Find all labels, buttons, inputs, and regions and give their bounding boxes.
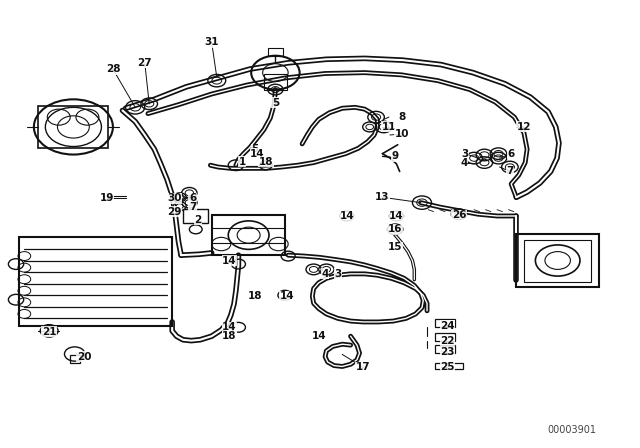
- Text: 14: 14: [339, 211, 354, 221]
- Text: 5: 5: [252, 144, 259, 154]
- Text: 6: 6: [189, 193, 196, 203]
- Text: 13: 13: [375, 192, 390, 202]
- Text: 3: 3: [334, 269, 342, 279]
- Text: 26: 26: [452, 210, 466, 220]
- Text: 6: 6: [508, 149, 515, 159]
- Text: 28: 28: [106, 64, 120, 74]
- Text: 19: 19: [99, 193, 114, 203]
- Text: 7: 7: [506, 167, 513, 177]
- Text: 18: 18: [248, 291, 262, 301]
- Text: 17: 17: [356, 362, 371, 372]
- Text: 14: 14: [389, 211, 404, 221]
- Text: 8: 8: [398, 112, 405, 122]
- Text: 22: 22: [440, 336, 454, 346]
- Bar: [70, 355, 81, 363]
- Bar: [516, 234, 599, 287]
- Bar: [38, 106, 108, 148]
- Text: 18: 18: [259, 157, 273, 167]
- Text: 15: 15: [388, 242, 403, 252]
- Text: 14: 14: [222, 255, 237, 266]
- Text: 25: 25: [440, 362, 454, 372]
- Text: 29: 29: [168, 207, 182, 216]
- Bar: [19, 237, 172, 327]
- Bar: [212, 215, 285, 255]
- Text: 21: 21: [42, 327, 56, 337]
- Text: 30: 30: [168, 193, 182, 203]
- Text: 16: 16: [388, 224, 403, 234]
- Text: 1: 1: [239, 157, 246, 167]
- Bar: [183, 209, 209, 223]
- Text: 31: 31: [204, 37, 219, 47]
- Text: 23: 23: [440, 347, 454, 357]
- Text: 7: 7: [189, 202, 196, 212]
- Text: 4: 4: [460, 158, 468, 168]
- Bar: [264, 73, 287, 90]
- Text: 18: 18: [222, 331, 237, 341]
- Bar: [524, 240, 591, 282]
- Text: 00003901: 00003901: [547, 425, 596, 435]
- Bar: [435, 345, 455, 353]
- Text: 9: 9: [392, 151, 399, 161]
- Text: 24: 24: [440, 320, 455, 331]
- Bar: [268, 48, 283, 56]
- Text: 14: 14: [222, 322, 237, 332]
- Text: 4: 4: [321, 269, 329, 279]
- Bar: [435, 332, 455, 340]
- Text: 14: 14: [250, 149, 265, 159]
- Text: 14: 14: [280, 291, 294, 301]
- Text: 5: 5: [272, 98, 279, 108]
- Text: 11: 11: [381, 122, 396, 132]
- Text: 14: 14: [312, 331, 326, 341]
- Text: 2: 2: [194, 215, 201, 224]
- Text: 10: 10: [394, 129, 409, 139]
- Text: 3: 3: [461, 149, 469, 159]
- Text: 20: 20: [77, 352, 92, 362]
- Text: 27: 27: [138, 58, 152, 68]
- Text: 12: 12: [516, 122, 531, 132]
- Bar: [435, 319, 455, 327]
- Bar: [435, 363, 463, 369]
